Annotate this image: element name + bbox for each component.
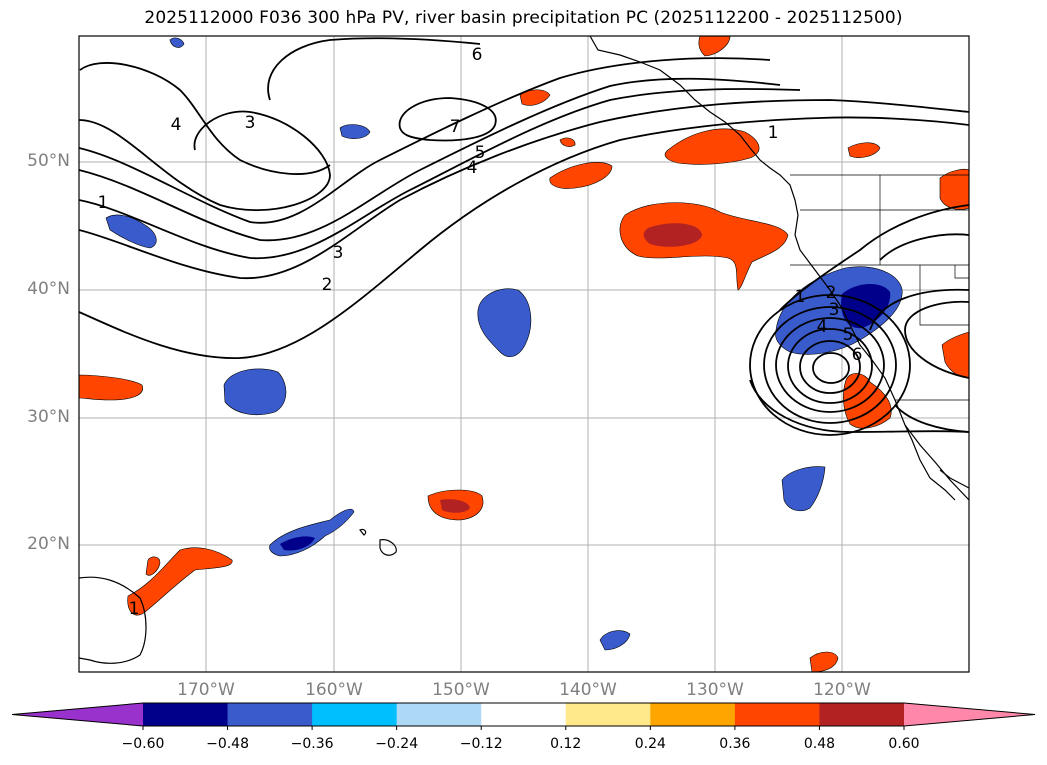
colorbar-tick-label: 0.12 bbox=[550, 736, 582, 752]
colorbar-tick-label: 0.24 bbox=[634, 736, 666, 752]
pv-label: 7 bbox=[450, 117, 461, 137]
colorbar-segment bbox=[312, 703, 398, 726]
colorbar bbox=[11, 702, 1036, 730]
pv-label: 4 bbox=[171, 115, 182, 135]
colorbar-segment bbox=[565, 703, 651, 726]
colorbar-segment bbox=[819, 703, 905, 726]
lon-label-160w: 160°W bbox=[305, 680, 363, 700]
pv-label: 2 bbox=[826, 283, 837, 303]
lon-label-120w: 120°W bbox=[813, 680, 871, 700]
colorbar-tick-label: 0.60 bbox=[888, 736, 920, 752]
colorbar-extend-low bbox=[12, 703, 143, 726]
colorbar-segment bbox=[650, 703, 736, 726]
colorbar-tick-label: 0.36 bbox=[719, 736, 751, 752]
pv-label: 2 bbox=[322, 275, 333, 295]
colorbar-extend-high bbox=[904, 703, 1035, 726]
pv-label: 1 bbox=[795, 287, 806, 307]
lon-label-170w: 170°W bbox=[177, 680, 235, 700]
pv-label: 6 bbox=[472, 45, 483, 65]
colorbar-tick-label: −0.48 bbox=[206, 736, 249, 752]
colorbar-segment bbox=[227, 703, 313, 726]
coastlines bbox=[79, 36, 969, 664]
pv-contours bbox=[79, 37, 969, 436]
pv-label: 4 bbox=[467, 158, 478, 178]
colorbar-tick-label: −0.60 bbox=[121, 736, 165, 752]
map-frame bbox=[78, 35, 970, 673]
pv-label: 3 bbox=[829, 300, 840, 320]
pv-label: 5 bbox=[475, 143, 486, 163]
lon-label-130w: 130°W bbox=[686, 680, 744, 700]
colorbar-segment bbox=[481, 703, 567, 726]
pv-label: 4 bbox=[817, 317, 828, 337]
lat-label-40n: 40°N bbox=[27, 279, 70, 299]
colorbar-segment bbox=[734, 703, 820, 726]
pv-label: 1 bbox=[98, 193, 109, 213]
lon-label-150w: 150°W bbox=[432, 680, 490, 700]
pv-label: 1 bbox=[129, 599, 140, 619]
colorbar-tick-label: −0.36 bbox=[290, 736, 334, 752]
pv-label: 5 bbox=[843, 325, 854, 345]
pv-label: 3 bbox=[245, 113, 256, 133]
colorbar-segment bbox=[143, 703, 229, 726]
pv-contour-labels: 6 7 5 4 3 2 1 4 3 1 1 2 3 4 5 6 1 bbox=[98, 45, 863, 619]
colorbar-segment bbox=[396, 703, 482, 726]
pv-label: 3 bbox=[333, 243, 344, 263]
colorbar-tick-label: 0.48 bbox=[803, 736, 836, 752]
pv-label: 6 bbox=[852, 345, 863, 365]
map-title: 2025112000 F036 300 hPa PV, river basin … bbox=[144, 8, 903, 28]
lat-label-20n: 20°N bbox=[27, 534, 70, 554]
lat-label-30n: 30°N bbox=[27, 407, 70, 427]
lon-label-140w: 140°W bbox=[559, 680, 617, 700]
pv-label: 1 bbox=[768, 123, 779, 143]
lat-label-50n: 50°N bbox=[27, 151, 70, 171]
colorbar-tick-label: −0.24 bbox=[375, 736, 419, 752]
colorbar-tick-label: −0.12 bbox=[459, 736, 503, 752]
